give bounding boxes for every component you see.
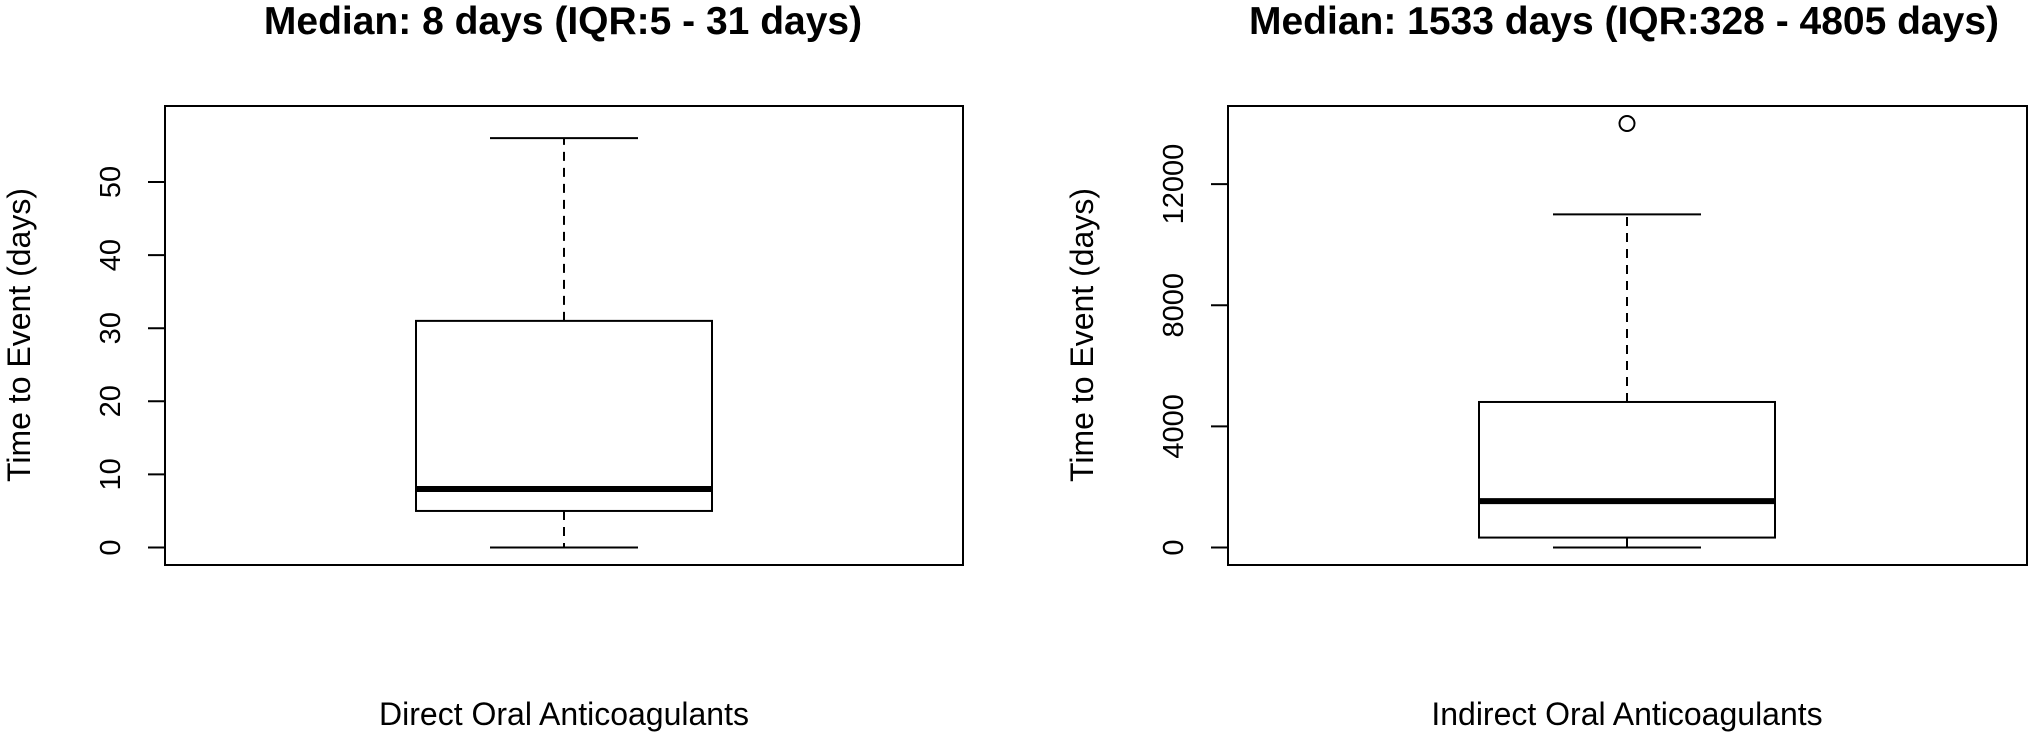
panel-1-title: Median: 8 days (IQR:5 - 31 days) <box>264 0 862 43</box>
y-tick-label: 12000 <box>1158 144 1190 225</box>
panel-2-y-axis: 0 4000 8000 12000 <box>1158 144 1229 556</box>
y-tick-label: 10 <box>95 458 127 490</box>
panel-2-title: Median: 1533 days (IQR:328 - 4805 days) <box>1249 0 1999 43</box>
y-tick-label: 0 <box>95 539 127 555</box>
y-tick-label: 50 <box>95 166 127 198</box>
outlier-point <box>1618 115 1636 132</box>
panel-direct-oral-anticoagulants: Median: 8 days (IQR:5 - 31 days) Time to… <box>1 0 964 732</box>
y-tick-label: 30 <box>95 312 127 344</box>
panel-2-box <box>1478 115 1776 549</box>
panel-2-y-axis-label: Time to Event (days) <box>1064 188 1100 482</box>
panel-1-x-axis-label: Direct Oral Anticoagulants <box>379 696 749 732</box>
interquartile-box <box>415 319 713 512</box>
panel-1-y-axis-label: Time to Event (days) <box>1 188 37 482</box>
y-tick-label: 8000 <box>1158 273 1190 338</box>
panel-2-x-axis-label: Indirect Oral Anticoagulants <box>1431 696 1822 732</box>
y-tick-label: 40 <box>95 239 127 271</box>
panel-1-box <box>415 137 713 549</box>
panel-indirect-oral-anticoagulants: Median: 1533 days (IQR:328 - 4805 days) … <box>1064 0 2028 732</box>
y-tick-label: 4000 <box>1158 394 1190 459</box>
y-tick-label: 0 <box>1158 539 1190 555</box>
panel-1-y-axis: 0 10 20 30 40 50 <box>95 166 166 556</box>
interquartile-box <box>1478 400 1776 539</box>
y-tick-label: 20 <box>95 385 127 417</box>
